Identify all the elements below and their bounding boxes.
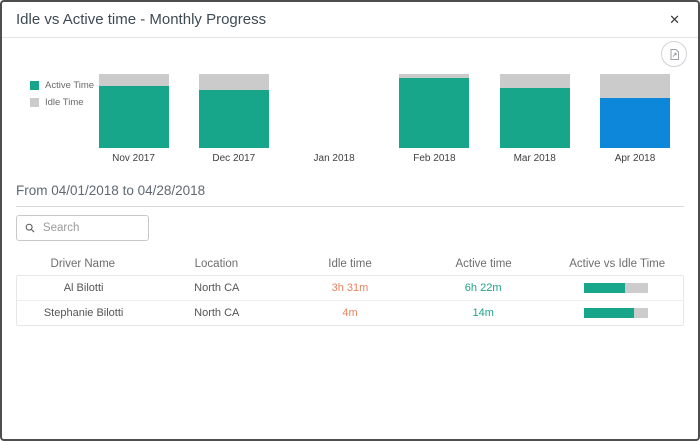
bar-segment-active [499, 88, 570, 148]
legend-swatch [30, 98, 39, 107]
cell-idle-time: 4m [342, 307, 358, 319]
legend-swatch [30, 81, 39, 90]
export-image-button[interactable] [661, 41, 687, 67]
column-header-location: Location [194, 258, 239, 270]
chart-legend: Active Time Idle Time [30, 80, 94, 114]
cell-driver-name: Al Bilotti [63, 282, 104, 294]
cell-active-time: 6h 22m [464, 282, 502, 294]
cell-active-vs-idle [550, 307, 683, 319]
bar-segment-active [98, 86, 169, 148]
cell-location: North CA [194, 282, 240, 294]
legend-label: Idle Time [45, 97, 84, 108]
column-header-idle-time: Idle time [328, 258, 372, 270]
table-row[interactable]: Al Bilotti North CA 3h 31m 6h 22m [17, 276, 683, 301]
bar-segment-idle [98, 74, 169, 86]
search-box[interactable] [16, 215, 149, 241]
dialog-header: Idle vs Active time - Monthly Progress ✕ [2, 2, 698, 38]
dialog-title: Idle vs Active time - Monthly Progress [16, 11, 267, 28]
legend-item-active-time: Active Time [30, 80, 94, 91]
bar-label-dec-2017: Dec 2017 [212, 153, 256, 164]
active-idle-progressbar [584, 308, 649, 319]
chart-bar-dec-2017[interactable] [198, 74, 269, 148]
bar-label-jan-2018: Jan 2018 [313, 153, 355, 164]
column-header-driver-name: Driver Name [50, 258, 116, 270]
bar-segment-idle [600, 74, 670, 98]
table-body: Al Bilotti North CA 3h 31m 6h 22m Stephanie … [16, 275, 684, 326]
search-icon [25, 223, 35, 233]
cell-active-vs-idle [550, 282, 683, 294]
progress-fill [584, 283, 626, 294]
search-input[interactable] [40, 221, 140, 235]
period-label: From 04/01/2018 to 04/28/2018 [16, 183, 684, 207]
bar-segment-idle [198, 74, 269, 90]
chart-bar-feb-2018[interactable] [399, 74, 470, 148]
close-icon[interactable]: ✕ [669, 12, 680, 27]
progress-fill [584, 308, 635, 319]
monthly-progress-chart: Active Time Idle Time Nov 2017 Dec 2017 Jan… [2, 38, 698, 173]
legend-item-idle-time: Idle Time [30, 97, 94, 108]
bar-segment-active [600, 98, 670, 148]
chart-bar-nov-2017[interactable] [98, 74, 169, 148]
chart-bar-mar-2018[interactable] [499, 74, 570, 148]
cell-active-time: 14m [472, 307, 494, 319]
column-header-active-vs-idle-time: Active vs Idle Time [569, 258, 666, 270]
chart-bar-apr-2018[interactable] [600, 74, 670, 148]
bar-label-mar-2018: Mar 2018 [513, 153, 556, 164]
bar-segment-active [198, 90, 269, 148]
table-row[interactable]: Stephanie Bilotti North CA 4m 14m [17, 301, 683, 325]
cell-idle-time: 3h 31m [331, 282, 369, 294]
bar-segment-idle [399, 74, 470, 78]
bar-label-apr-2018: Apr 2018 [614, 153, 656, 164]
table-header: Driver Name Location Idle time Active time A… [16, 253, 684, 275]
bar-segment-active [399, 78, 470, 148]
export-image-icon [670, 48, 679, 60]
bar-label-nov-2017: Nov 2017 [112, 153, 155, 164]
bar-segment-idle [499, 74, 570, 88]
drivers-table: Driver Name Location Idle time Active time A… [16, 253, 684, 326]
column-header-active-time: Active time [455, 258, 512, 270]
cell-driver-name: Stephanie Bilotti [43, 307, 124, 319]
legend-label: Active Time [45, 80, 95, 91]
cell-location: North CA [194, 307, 240, 319]
active-idle-progressbar [584, 283, 649, 294]
bar-label-feb-2018: Feb 2018 [413, 153, 456, 164]
